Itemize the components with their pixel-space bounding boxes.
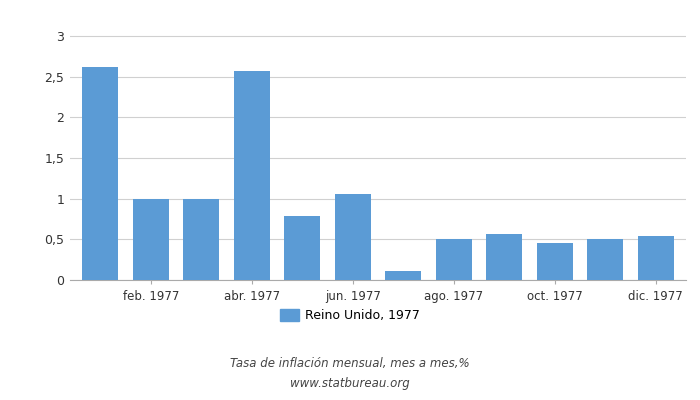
Bar [435,239,472,280]
Bar [132,199,169,280]
Text: Tasa de inflación mensual, mes a mes,%: Tasa de inflación mensual, mes a mes,% [230,358,470,370]
Bar [486,234,522,280]
Bar [234,71,270,280]
Bar [638,236,674,280]
Bar [82,67,118,280]
Bar [536,243,573,280]
Bar [284,216,321,280]
Bar [587,239,624,280]
Legend: Reino Unido, 1977: Reino Unido, 1977 [275,304,425,327]
Bar [335,194,371,280]
Bar [183,199,220,280]
Bar [385,271,421,280]
Text: www.statbureau.org: www.statbureau.org [290,378,410,390]
